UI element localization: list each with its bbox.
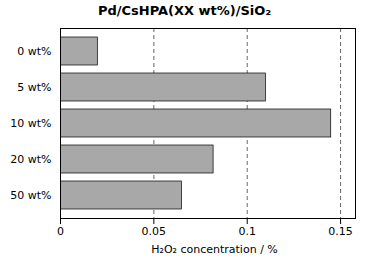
svg-text:0.15: 0.15 bbox=[328, 225, 353, 238]
html-text:H₂O₂ concentration / %: H₂O₂ concentration / % bbox=[151, 243, 278, 256]
svg-text:0.1: 0.1 bbox=[238, 225, 256, 238]
svg-text:0: 0 bbox=[57, 225, 64, 238]
html-text:Pd/CsHPA(XX wt%)/SiO₂: Pd/CsHPA(XX wt%)/SiO₂ bbox=[97, 3, 272, 18]
svg-text:20 wt%: 20 wt% bbox=[10, 153, 51, 166]
svg-text:0.05: 0.05 bbox=[142, 225, 167, 238]
svg-text:50 wt%: 50 wt% bbox=[10, 189, 51, 202]
svg-text:5 wt%: 5 wt% bbox=[17, 81, 51, 94]
svg-text:0 wt%: 0 wt% bbox=[17, 45, 51, 58]
svg-text:10 wt%: 10 wt% bbox=[10, 117, 51, 130]
